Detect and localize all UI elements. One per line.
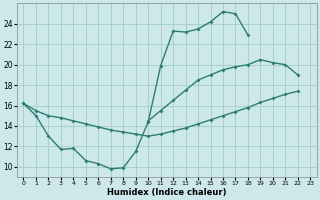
X-axis label: Humidex (Indice chaleur): Humidex (Indice chaleur) (107, 188, 227, 197)
